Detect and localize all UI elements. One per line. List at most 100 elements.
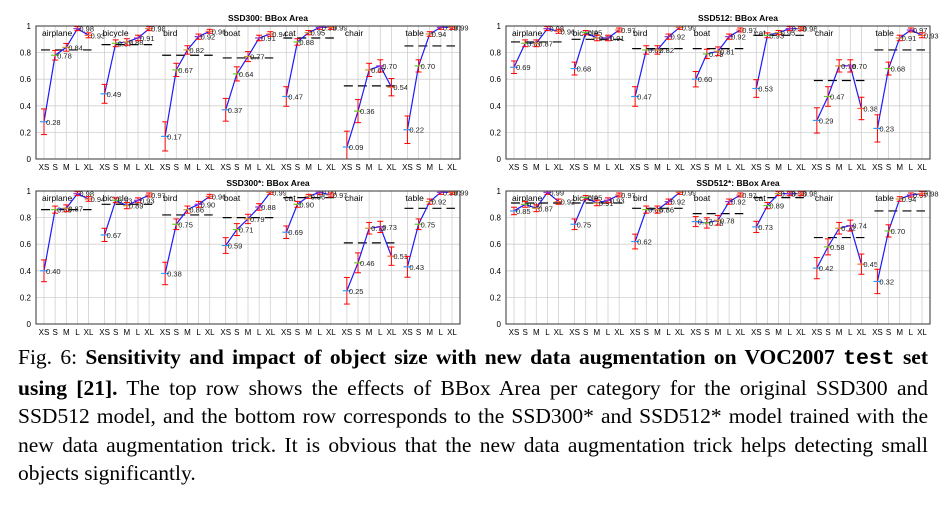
- category-label: chair: [815, 193, 834, 203]
- data-value-label: 0.95: [588, 194, 603, 203]
- x-tick-label: XS: [99, 163, 110, 170]
- x-tick-label: S: [765, 328, 770, 335]
- x-tick-label: S: [295, 328, 300, 335]
- data-value-label: 0.70: [852, 62, 867, 71]
- x-tick-label: L: [257, 163, 262, 170]
- x-tick-label: S: [583, 328, 588, 335]
- data-value-label: 0.91: [599, 199, 614, 208]
- y-tick-label: 0: [497, 155, 502, 164]
- x-tick-label: XL: [205, 163, 215, 170]
- x-tick-label: M: [533, 163, 540, 170]
- data-value-label: 0.43: [409, 263, 424, 272]
- data-value-label: 0.79: [250, 215, 265, 224]
- category-label: cat: [284, 193, 296, 203]
- data-value-label: 0.86: [57, 206, 72, 215]
- data-value-label: 0.17: [167, 132, 182, 141]
- data-value-label: 0.78: [720, 216, 735, 225]
- data-value-label: 0.87: [538, 204, 553, 213]
- data-value-label: 0.96: [212, 27, 227, 36]
- category-label: boat: [224, 28, 241, 38]
- x-tick-label: XL: [675, 163, 685, 170]
- category-label: table: [875, 193, 894, 203]
- x-tick-label: XL: [857, 163, 867, 170]
- y-tick-label: 0.2: [490, 128, 502, 137]
- data-value-label: 0.99: [682, 188, 697, 197]
- data-value-label: 0.72: [841, 224, 856, 233]
- y-tick-label: 0.2: [20, 293, 32, 302]
- data-value-label: 0.75: [577, 220, 592, 229]
- y-tick-label: 1: [497, 22, 502, 31]
- x-tick-label: XS: [220, 163, 231, 170]
- x-tick-label: L: [317, 328, 322, 335]
- plot-frame: [505, 190, 931, 325]
- data-value-label: 0.96: [311, 192, 326, 201]
- data-value-label: 0.99: [454, 188, 469, 197]
- data-value-label: 0.36: [360, 107, 375, 116]
- data-value-label: 0.46: [360, 259, 375, 268]
- data-value-label: 0.92: [731, 198, 746, 207]
- data-value-label: 0.81: [720, 47, 735, 56]
- data-value-label: 0.78: [57, 51, 72, 60]
- category-label: cat: [754, 193, 766, 203]
- x-tick-label: M: [654, 163, 661, 170]
- chart-svg-ssd512-star: SSD512*: BBox Area 0 0.2 0.4 0.6 0.8 1 airplane…: [490, 178, 939, 335]
- x-tick-label: XL: [447, 328, 457, 335]
- category-label: boat: [224, 193, 241, 203]
- x-tick-label: S: [583, 163, 588, 170]
- data-value-label: 0.40: [46, 267, 61, 276]
- data-value-label: 0.97: [621, 26, 636, 35]
- x-tick-label: M: [426, 163, 433, 170]
- x-tick-label: XL: [265, 163, 275, 170]
- x-tick-label: L: [439, 163, 444, 170]
- x-tick-label: M: [63, 163, 70, 170]
- x-tick-label: S: [704, 328, 709, 335]
- chart-panel-ssd300: SSD300: BBox Area 0 0.2 0.4 0.6 0.8 1 airplane 0…: [0, 5, 470, 170]
- x-tick-label: XL: [735, 163, 745, 170]
- x-tick-label: XS: [751, 328, 762, 335]
- x-tick-label: S: [113, 163, 118, 170]
- data-value-label: 0.97: [742, 191, 757, 200]
- data-value-label: 0.59: [228, 242, 243, 251]
- category-label: chair: [345, 193, 364, 203]
- x-tick-label: M: [124, 163, 131, 170]
- x-tick-label: M: [533, 328, 540, 335]
- data-value-label: 0.92: [671, 198, 686, 207]
- data-value-label: 0.92: [731, 33, 746, 42]
- data-value-label: 0.94: [272, 30, 287, 39]
- x-tick-label: M: [775, 163, 782, 170]
- data-value-label: 0.93: [140, 196, 155, 205]
- category-label: cat: [284, 28, 296, 38]
- data-value-label: 0.58: [830, 243, 845, 252]
- x-tick-label: L: [787, 163, 792, 170]
- data-value-label: 0.68: [577, 65, 592, 74]
- data-value-label: 0.96: [212, 192, 227, 201]
- caption-prefix: Fig. 6:: [18, 345, 86, 369]
- category-label: airplane: [512, 28, 543, 38]
- data-value-label: 0.98: [924, 190, 939, 199]
- data-value-label: 0.79: [709, 50, 724, 59]
- x-tick-label: XL: [675, 328, 685, 335]
- plot-frame: [35, 190, 461, 325]
- data-value-label: 0.90: [201, 200, 216, 209]
- data-value-label: 0.98: [79, 25, 94, 34]
- x-tick-label: S: [174, 163, 179, 170]
- data-value-label: 0.75: [421, 220, 436, 229]
- y-tick-label: 0.6: [490, 240, 502, 249]
- data-value-label: 0.95: [781, 29, 796, 38]
- x-tick-label: XL: [554, 328, 564, 335]
- x-tick-label: L: [378, 163, 383, 170]
- y-tick-label: 0.6: [20, 240, 32, 249]
- x-tick-label: XS: [690, 328, 701, 335]
- x-tick-label: M: [366, 328, 373, 335]
- x-tick-label: XS: [690, 163, 701, 170]
- x-tick-label: XL: [84, 328, 94, 335]
- data-value-label: 0.38: [863, 104, 878, 113]
- data-value-label: 0.69: [516, 63, 531, 72]
- x-tick-label: XS: [342, 163, 353, 170]
- data-value-label: 0.92: [671, 33, 686, 42]
- x-tick-label: M: [594, 328, 601, 335]
- data-value-label: 0.87: [118, 39, 133, 48]
- data-value-label: 0.99: [454, 23, 469, 32]
- x-tick-label: XS: [509, 328, 520, 335]
- data-value-label: 0.90: [299, 200, 314, 209]
